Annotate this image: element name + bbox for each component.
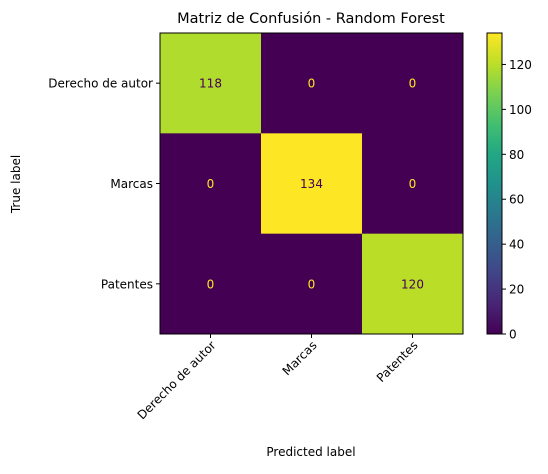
cell-value-label: 0 bbox=[207, 177, 215, 191]
cell-value-label: 0 bbox=[308, 77, 316, 91]
colorbar-ticks: 0 20 40 60 80 100 120 bbox=[502, 58, 532, 342]
y-axis-ticks: Derecho de autor Marcas Patentes bbox=[48, 77, 160, 291]
y-tick-label: Derecho de autor bbox=[48, 77, 153, 91]
cell-value-label: 0 bbox=[409, 77, 417, 91]
y-axis-label: True label bbox=[9, 155, 23, 214]
x-axis-ticks: Derecho de autor Marcas Patentes bbox=[135, 334, 421, 422]
colorbar-tick-label: 60 bbox=[509, 193, 524, 207]
cell-value-label: 134 bbox=[300, 177, 323, 191]
cell-value-label: 0 bbox=[308, 277, 316, 291]
heatmap-cell bbox=[261, 33, 363, 134]
colorbar-tick-label: 80 bbox=[509, 148, 524, 162]
heatmap-cell bbox=[261, 233, 363, 335]
heatmap-cells: 118 0 0 0 134 0 0 0 120 bbox=[160, 33, 464, 335]
colorbar-tick-label: 0 bbox=[509, 328, 517, 342]
colorbar-tick-label: 100 bbox=[509, 103, 532, 117]
x-tick-label: Patentes bbox=[374, 338, 421, 385]
heatmap-cell bbox=[160, 133, 262, 235]
heatmap-cell bbox=[362, 133, 464, 235]
heatmap-cell bbox=[160, 233, 262, 335]
heatmap-cell bbox=[261, 133, 363, 235]
colorbar-tick-label: 20 bbox=[509, 283, 524, 297]
cell-value-label: 118 bbox=[199, 77, 222, 91]
x-tick-label: Derecho de autor bbox=[135, 338, 219, 422]
heatmap-cell bbox=[362, 233, 464, 335]
x-tick-label: Marcas bbox=[280, 338, 320, 378]
cell-value-label: 120 bbox=[401, 277, 424, 291]
colorbar-tick-label: 40 bbox=[509, 238, 524, 252]
chart-title: Matriz de Confusión - Random Forest bbox=[177, 11, 445, 27]
colorbar-tick-label: 120 bbox=[509, 58, 532, 72]
x-axis-label: Predicted label bbox=[266, 445, 355, 459]
colorbar bbox=[486, 32, 503, 335]
heatmap-cell bbox=[160, 33, 262, 134]
y-tick-label: Marcas bbox=[110, 177, 153, 191]
cell-value-label: 0 bbox=[409, 177, 417, 191]
y-tick-label: Patentes bbox=[101, 277, 153, 291]
cell-value-label: 0 bbox=[207, 277, 215, 291]
heatmap-cell bbox=[362, 33, 464, 134]
